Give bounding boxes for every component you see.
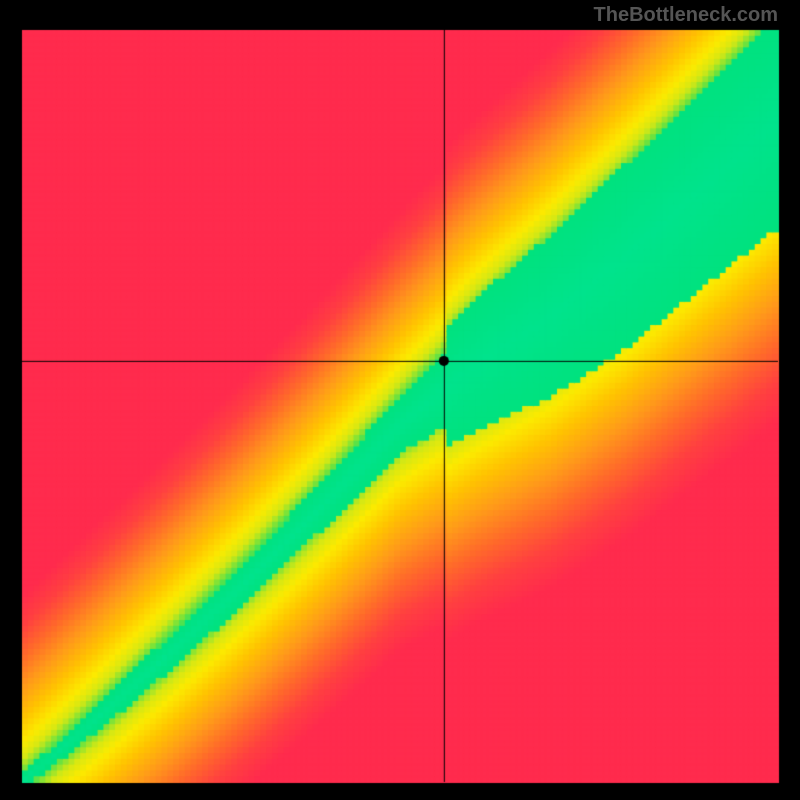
attribution-label: TheBottleneck.com	[594, 4, 778, 27]
chart-container: TheBottleneck.com	[0, 0, 800, 800]
bottleneck-heatmap	[0, 0, 800, 800]
